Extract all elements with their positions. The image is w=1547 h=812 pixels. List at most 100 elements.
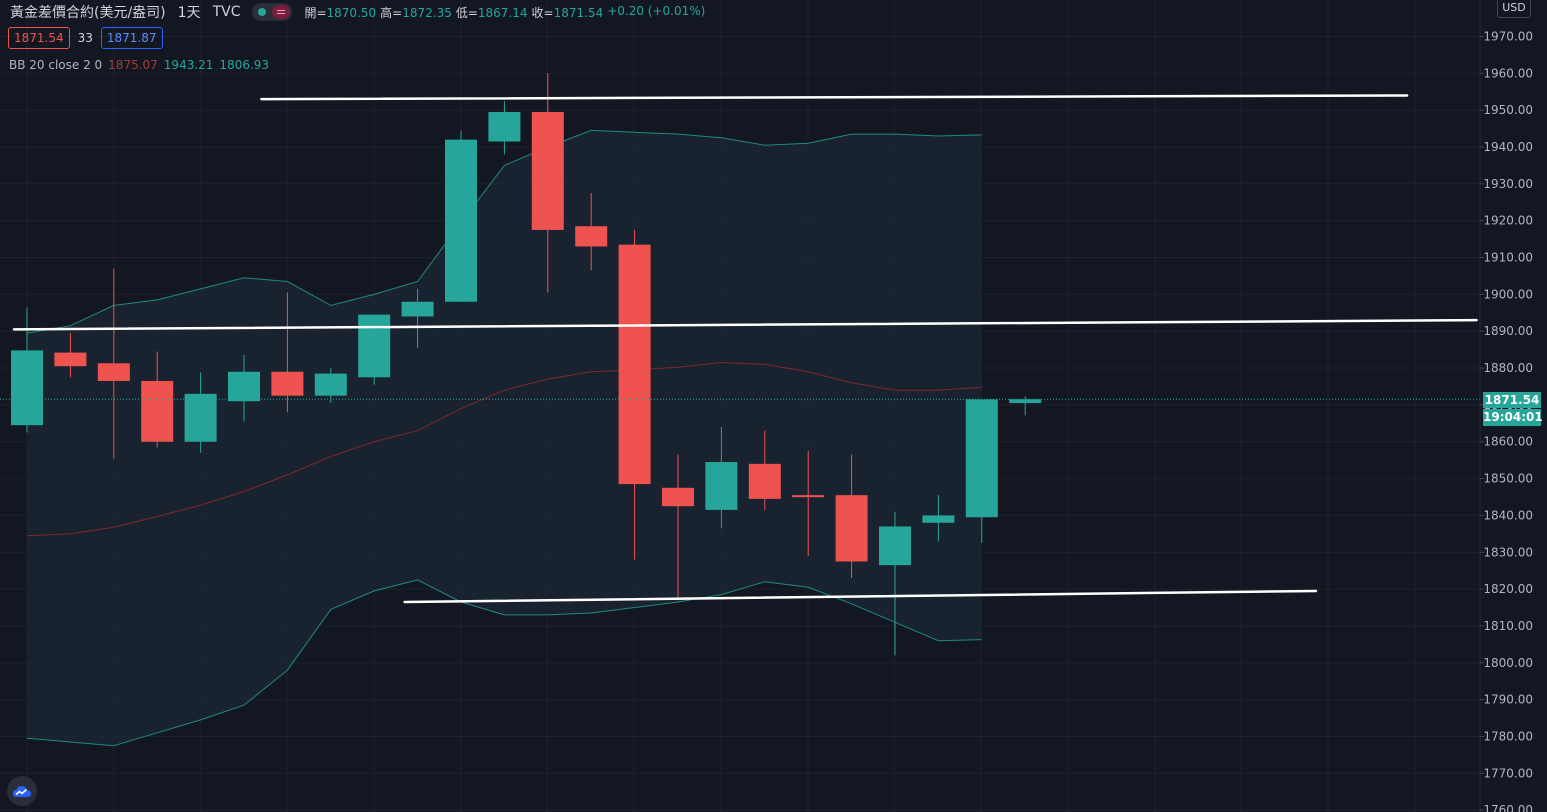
candle-body <box>662 487 694 507</box>
candle <box>97 268 130 459</box>
candle <box>314 368 347 404</box>
chart-header: 黃金差價合約(美元/盎司) 1天 TVC 開=1870.50 高=1872.35… <box>10 2 705 22</box>
candle-body <box>11 350 43 426</box>
price-tick-label: 1780.00 <box>1483 729 1533 743</box>
last-price-label: 1871.54 <box>1483 392 1541 408</box>
candle-body <box>575 226 608 247</box>
candle <box>401 288 434 348</box>
indicator-label: BB 20 close 2 0 <box>9 58 103 72</box>
candle <box>1009 396 1042 416</box>
price-tick-label: 1930.00 <box>1483 177 1533 191</box>
candle <box>184 372 217 453</box>
ohlc-close: 收=1871.54 <box>531 5 604 20</box>
indicator-legend[interactable]: BB 20 close 2 0 1875.07 1943.21 1806.93 <box>9 58 269 72</box>
price-tick-label: 1850.00 <box>1483 472 1533 486</box>
candle-body <box>792 495 825 498</box>
price-tick-label: 1810.00 <box>1483 619 1533 633</box>
candle <box>705 427 738 529</box>
candle <box>748 430 781 510</box>
visibility-toggle-icon[interactable] <box>252 3 293 21</box>
candle <box>54 333 87 378</box>
price-tick-label: 1840.00 <box>1483 508 1533 522</box>
symbol-title[interactable]: 黃金差價合約(美元/盎司) <box>10 5 166 21</box>
candle <box>792 450 825 556</box>
candle-body <box>879 526 911 566</box>
candle <box>445 130 477 302</box>
price-tick-label: 1900.00 <box>1483 287 1533 301</box>
trendline[interactable] <box>403 589 1318 604</box>
ohlc-values: 開=1870.50 高=1872.35 低=1867.14 收=1871.54 … <box>304 4 705 21</box>
candle-body <box>748 463 781 499</box>
source-label: TVC <box>212 4 241 20</box>
candle-body <box>141 380 174 442</box>
price-tick-label: 1880.00 <box>1483 361 1533 375</box>
candle <box>228 355 260 422</box>
price-tick-label: 1950.00 <box>1483 103 1533 117</box>
ohlc-open: 開=1870.50 <box>304 5 377 20</box>
bollinger-upper-line <box>26 129 982 334</box>
candle-body <box>445 139 477 302</box>
candle-body <box>488 112 521 142</box>
trendline[interactable] <box>12 318 1478 331</box>
price-tick-label: 1860.00 <box>1483 435 1533 449</box>
candle-body <box>358 314 391 378</box>
bollinger-lower-line <box>26 579 982 747</box>
candle <box>618 229 651 560</box>
bollinger-basis-line <box>26 361 982 537</box>
ohlc-high: 高=1872.35 <box>380 5 452 20</box>
candle-body <box>618 244 651 485</box>
candle <box>662 454 694 601</box>
candle-body <box>271 371 304 396</box>
candle <box>879 511 911 656</box>
sell-price-button[interactable]: 1871.54 <box>8 27 70 49</box>
candle <box>835 454 868 579</box>
candle <box>358 314 391 385</box>
tradingview-cloud-icon[interactable] <box>7 776 37 806</box>
candle <box>488 100 521 155</box>
candle-body <box>228 371 260 402</box>
candle <box>141 351 174 448</box>
candle <box>575 193 608 271</box>
ohlc-low: 低=1867.14 <box>455 5 528 20</box>
candle-body <box>401 301 434 317</box>
price-tick-label: 1790.00 <box>1483 693 1533 707</box>
candle <box>531 73 564 293</box>
candle <box>271 292 304 413</box>
price-tick-label: 1920.00 <box>1483 214 1533 228</box>
candle-body <box>314 373 347 396</box>
interval-label[interactable]: 1天 <box>177 5 201 21</box>
bb-upper-value: 1943.21 <box>163 58 214 72</box>
trendline[interactable] <box>260 94 1409 101</box>
price-axis: 1760.00 1770.00 1780.00 1790.00 1800.00 1810.… <box>1480 30 1533 812</box>
candle-body <box>184 393 217 442</box>
price-tick-label: 1960.00 <box>1483 66 1533 80</box>
bollinger-band-fill <box>27 130 982 746</box>
price-tick-label: 1910.00 <box>1483 251 1533 265</box>
candle-body <box>54 352 87 367</box>
candle <box>11 307 43 433</box>
price-tick-label: 1940.00 <box>1483 140 1533 154</box>
candle-body <box>965 399 998 518</box>
price-tick-label: 1970.00 <box>1483 30 1533 44</box>
price-tick-label: 1830.00 <box>1483 545 1533 559</box>
bb-lower-value: 1806.93 <box>219 58 270 72</box>
candle <box>922 495 955 542</box>
currency-button[interactable]: USD <box>1497 0 1531 18</box>
price-tick-label: 1800.00 <box>1483 656 1533 670</box>
ohlc-change: +0.20 (+0.01%) <box>607 3 706 18</box>
price-tick-label: 1820.00 <box>1483 582 1533 596</box>
spread-value: 33 <box>77 31 93 45</box>
candle <box>965 399 998 544</box>
trendlines <box>12 94 1478 604</box>
candle-body <box>97 363 130 381</box>
candle-body <box>1009 399 1042 404</box>
candle-body <box>531 112 564 230</box>
buy-price-button[interactable]: 1871.87 <box>100 27 163 49</box>
price-tick-label: 1770.00 <box>1483 766 1533 780</box>
price-tick-label: 1890.00 <box>1483 324 1533 338</box>
candle-body <box>922 515 955 523</box>
bb-basis-value: 1875.07 <box>108 58 158 72</box>
price-tick-label: 1760.00 <box>1483 803 1533 812</box>
candle-body <box>835 495 868 562</box>
